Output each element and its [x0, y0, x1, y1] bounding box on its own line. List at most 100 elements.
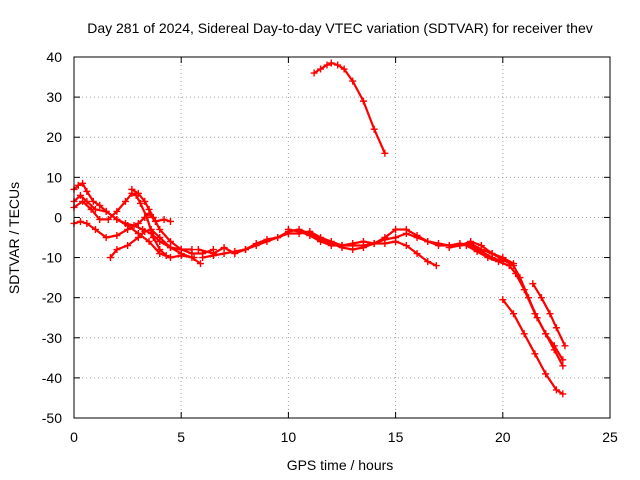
x-tick-label: 20 [495, 429, 511, 445]
plot-frame [73, 56, 611, 419]
data-point [160, 215, 168, 223]
data-point [134, 234, 142, 241]
data-point [76, 191, 84, 199]
data-point [413, 250, 421, 258]
y-tick-label: 40 [46, 49, 62, 65]
data-point [145, 205, 153, 213]
chart-title: Day 281 of 2024, Sidereal Day-to-day VTE… [87, 20, 593, 36]
data-point [317, 238, 325, 246]
data-point [79, 179, 87, 187]
data-point [136, 199, 144, 207]
data-point [317, 65, 325, 73]
y-axis-label: SDTVAR / TECUs [6, 182, 22, 294]
series-track-4 [70, 189, 170, 260]
series-track-13 [529, 280, 569, 350]
data-point [338, 242, 346, 250]
x-tick-label: 15 [388, 429, 404, 445]
x-axis-label: GPS time / hours [287, 457, 394, 473]
series-track-14 [499, 296, 567, 398]
series-line [72, 182, 193, 251]
data-point [402, 242, 410, 250]
data-point [392, 225, 400, 233]
data-point [381, 149, 389, 157]
data-point [147, 225, 155, 233]
data-point [381, 240, 389, 248]
data-point [505, 262, 513, 270]
data-point [188, 250, 196, 258]
data-point [495, 258, 503, 266]
data-point [194, 246, 202, 254]
data-point [306, 231, 314, 239]
data-point [542, 330, 550, 338]
data-point [323, 61, 331, 69]
data-point [559, 390, 567, 398]
data-point [424, 238, 432, 246]
data-point [91, 225, 99, 233]
data-point [295, 227, 303, 235]
series-line [72, 192, 168, 257]
data-point [413, 231, 421, 239]
data-point [542, 370, 550, 378]
data-point [124, 242, 132, 250]
data-point [162, 252, 170, 260]
y-tick-label: -30 [42, 330, 62, 346]
data-point [177, 246, 185, 254]
x-tick-label: 25 [602, 429, 618, 445]
series-line [313, 61, 386, 155]
data-point [102, 207, 110, 215]
data-point [559, 362, 567, 370]
data-point [102, 234, 110, 241]
data-point [134, 219, 142, 227]
data-point [89, 197, 97, 205]
data-point [156, 225, 164, 233]
y-tick-label: 20 [46, 129, 62, 145]
data-point [359, 242, 367, 250]
data-point [166, 244, 174, 252]
data-point [113, 215, 121, 223]
data-point [113, 231, 121, 239]
data-point [537, 294, 545, 302]
data-point [76, 217, 84, 225]
data-point [392, 238, 400, 246]
data-point [106, 254, 114, 262]
y-tick-labels: -50 -40 -30 -20 -10 0 10 20 30 40 [42, 49, 62, 426]
data-point [124, 225, 132, 233]
data-point [143, 213, 151, 221]
data-point [104, 215, 112, 223]
data-point [74, 181, 82, 189]
data-point [83, 219, 91, 227]
data-point [149, 234, 157, 241]
data-point [484, 254, 492, 262]
data-point [499, 256, 507, 264]
y-tick-label: -20 [42, 290, 62, 306]
series-track-12 [462, 242, 567, 370]
data-point [434, 242, 442, 250]
y-tick-label: 0 [54, 209, 62, 225]
data-point [552, 386, 560, 394]
data-point [284, 225, 292, 233]
data-point [220, 244, 228, 252]
data-point [121, 197, 129, 205]
data-point [510, 310, 518, 318]
y-tick-label: -50 [42, 410, 62, 426]
data-point [310, 69, 318, 77]
data-point [87, 205, 95, 213]
axis-ticks [73, 56, 611, 419]
data-point [561, 342, 569, 350]
y-tick-label: 10 [46, 169, 62, 185]
data-point [166, 238, 174, 246]
data-point [552, 324, 560, 332]
data-point [134, 189, 142, 197]
data-point [550, 346, 558, 354]
data-point [424, 258, 432, 266]
data-point [156, 234, 164, 241]
data-point [274, 234, 282, 241]
data-point [512, 270, 520, 278]
data-point [477, 242, 485, 250]
x-tick-label: 10 [281, 429, 297, 445]
data-point [327, 59, 335, 67]
data-point [432, 262, 440, 270]
data-point [327, 242, 335, 250]
data-point [381, 234, 389, 241]
